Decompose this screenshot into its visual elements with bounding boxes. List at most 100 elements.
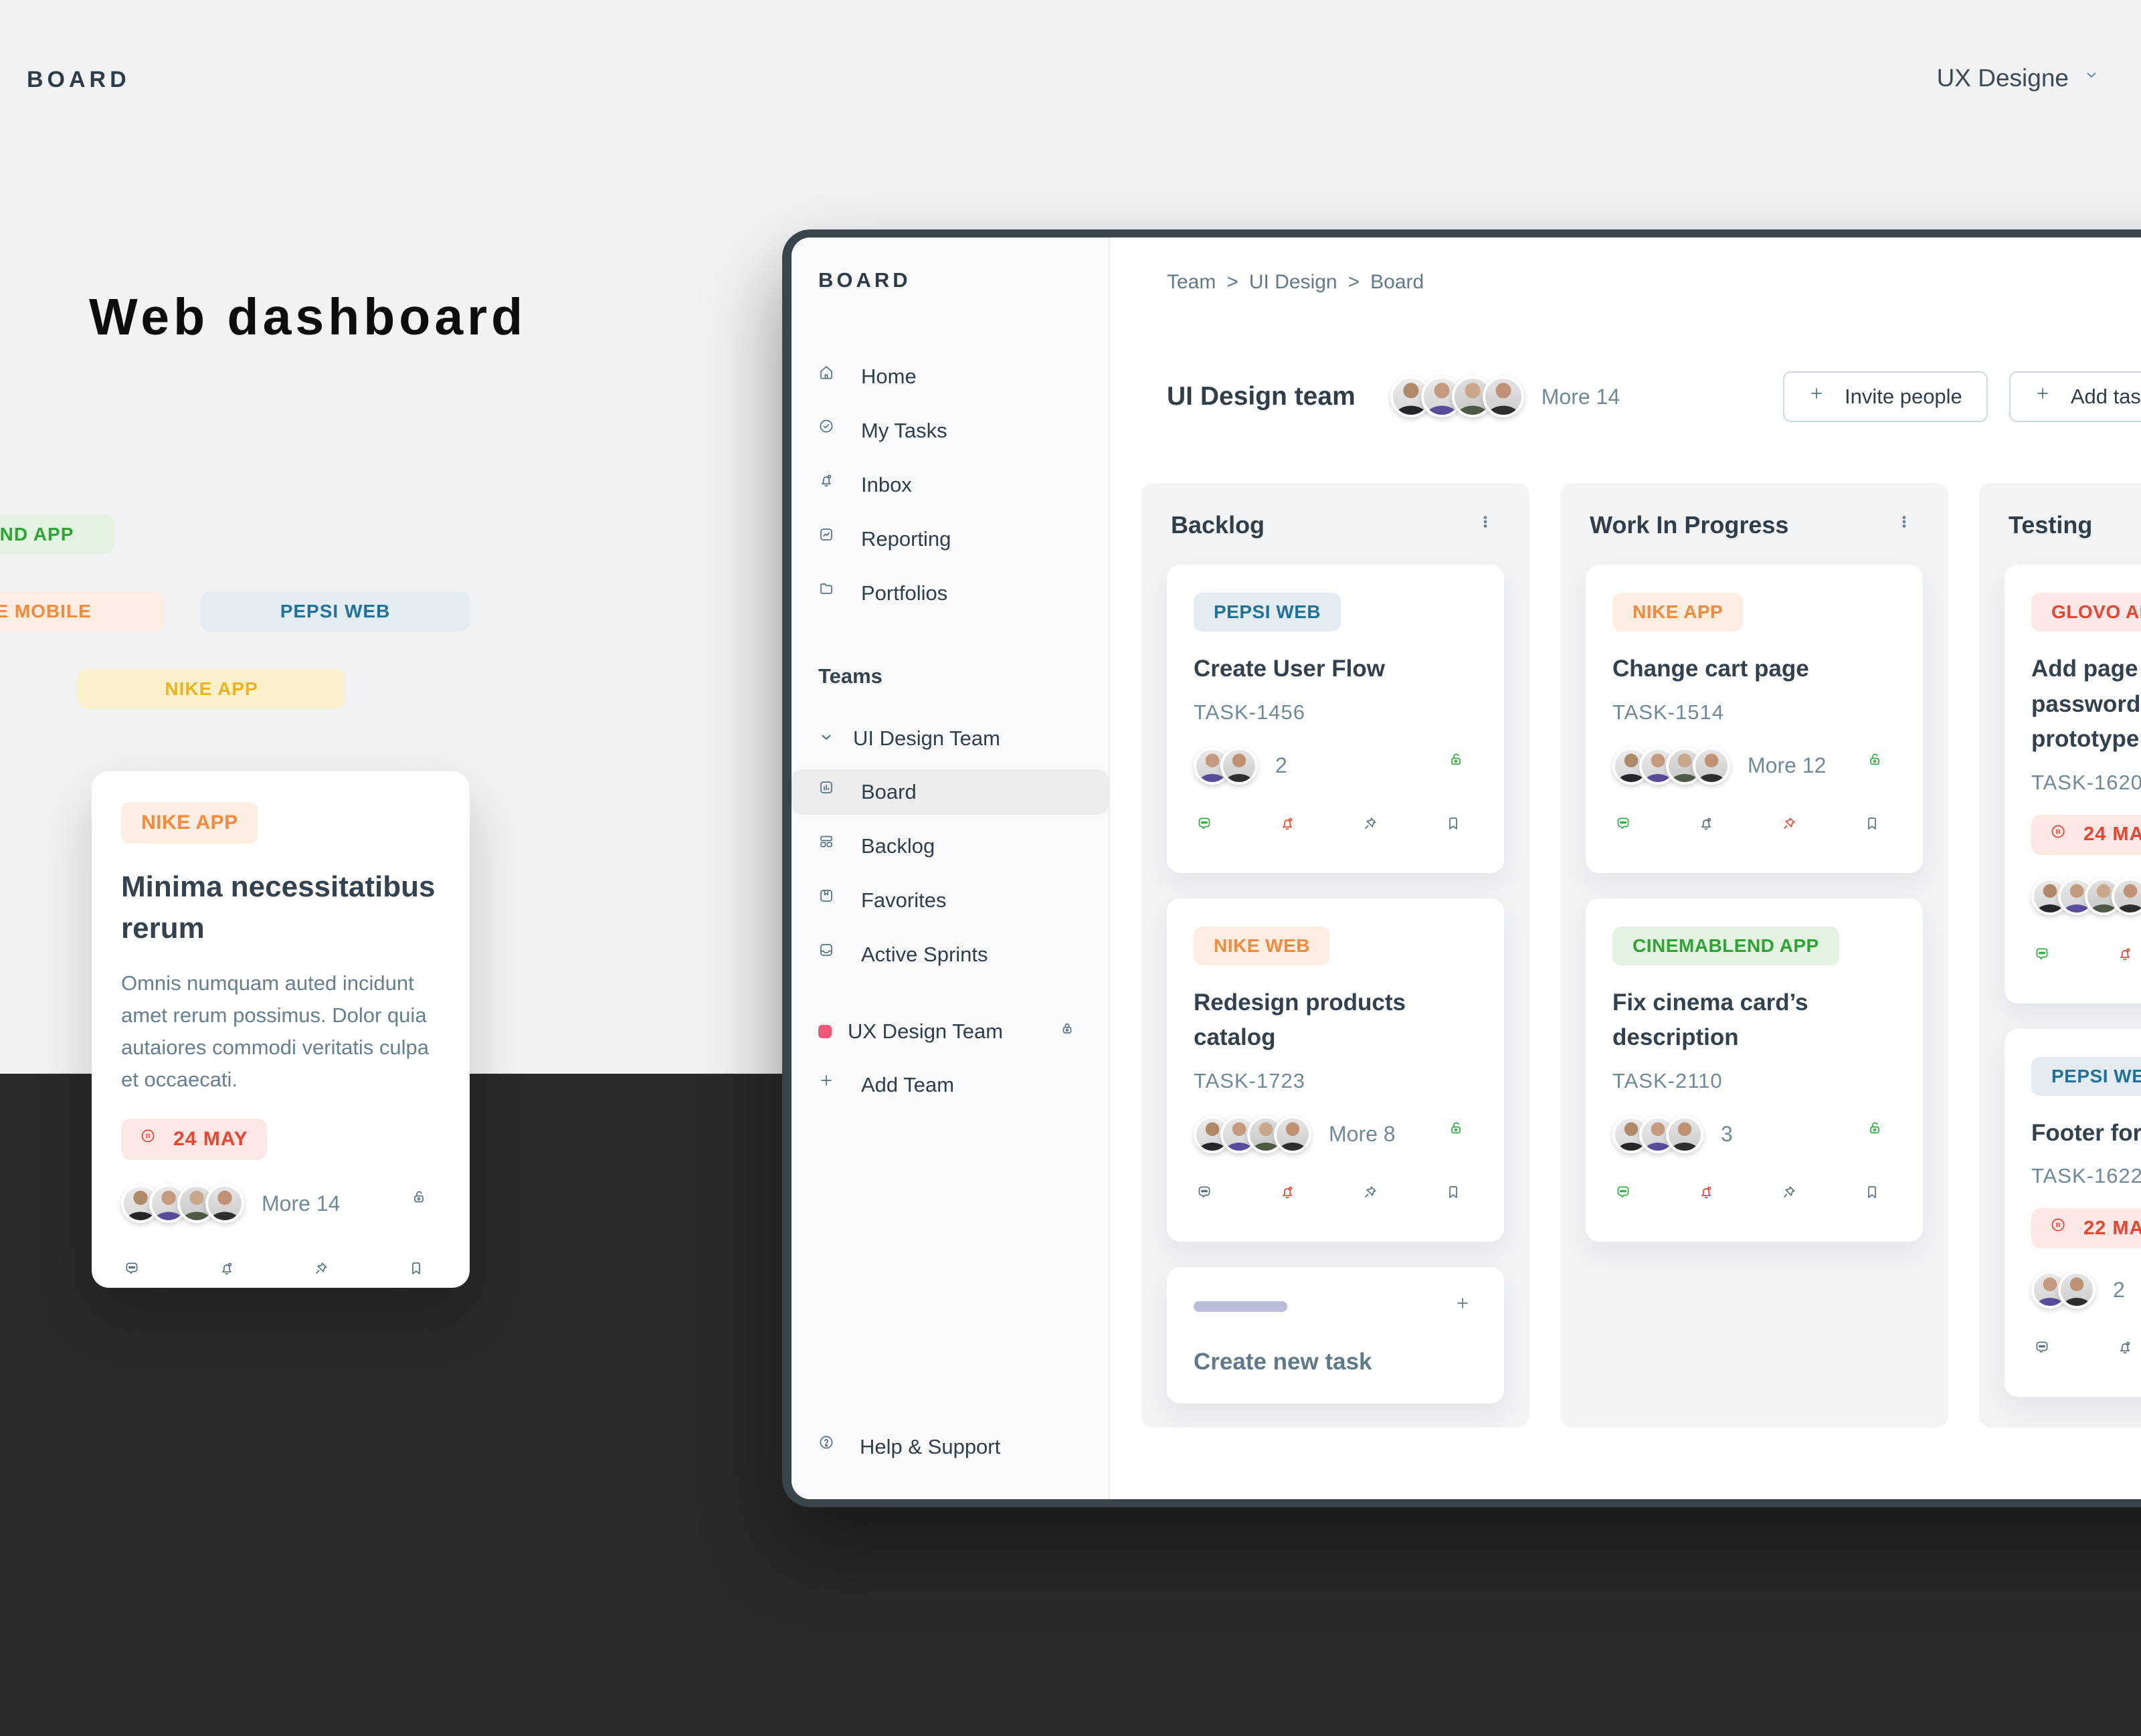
sidebar-item-backlog[interactable]: Backlog	[792, 824, 1109, 869]
chevron-down-icon	[2087, 72, 2096, 78]
sidebar-add-team-button[interactable]: Add Team	[792, 1062, 1109, 1108]
favorites-icon	[820, 890, 832, 902]
team-avatar-group	[1390, 376, 1524, 417]
bell-icon[interactable]	[1698, 1184, 1728, 1214]
bookmark-icon[interactable]	[1864, 815, 1893, 845]
sidebar-item-favorites[interactable]: Favorites	[792, 878, 1109, 923]
comment-icon[interactable]	[1196, 1184, 1226, 1214]
comment-icon[interactable]	[1196, 815, 1226, 845]
due-badge: 22 MAY	[2031, 1208, 2141, 1248]
comment-icon[interactable]	[2034, 1339, 2063, 1369]
sidebar-item-reporting[interactable]: Reporting	[792, 516, 1109, 562]
comment-icon[interactable]	[124, 1260, 153, 1290]
pin-icon[interactable]	[1362, 815, 1392, 845]
sidebar-item-active-sprints[interactable]: Active Sprints	[792, 932, 1109, 977]
pin-icon[interactable]	[1781, 1184, 1810, 1214]
sidebar-brand-logo: BOARD	[818, 268, 911, 292]
task-card[interactable]: CINEMABLEND APP Fix cinema card’s descri…	[1586, 898, 1923, 1242]
sidebar-item-board[interactable]: Board	[792, 769, 1109, 815]
task-card[interactable]: NIKE WEB Redesign products catalog TASK-…	[1167, 898, 1504, 1242]
project-tag: PEPSI WEB	[2031, 1056, 2141, 1096]
task-title: Add page password prototype	[2031, 656, 2141, 752]
team-name: UI Design Team	[853, 727, 1000, 750]
bookmark-icon[interactable]	[1445, 815, 1475, 845]
task-id: TASK-1723	[1194, 1068, 1305, 1092]
sidebar-item-label: Help & Support	[860, 1435, 1001, 1458]
task-card[interactable]: PEPSI WEB Footer for TASK-1622 22 MAY	[2005, 1028, 2141, 1397]
plus-icon	[2037, 388, 2048, 399]
sidebar-item-home[interactable]: Home	[792, 354, 1109, 399]
bell-icon[interactable]	[219, 1260, 248, 1290]
breadcrumb-board[interactable]: Board	[1370, 271, 1424, 293]
create-new-task-label: Create new task	[1194, 1348, 1372, 1375]
unlock-icon[interactable]	[1448, 1120, 1477, 1149]
due-date: 24 MAY	[173, 1128, 248, 1151]
bell-icon[interactable]	[1698, 815, 1728, 845]
kebab-menu-icon[interactable]	[1896, 514, 1919, 537]
account-menu[interactable]: UX Designe	[1937, 64, 2106, 92]
sidebar-item-label: Favorites	[861, 888, 947, 912]
unlock-icon[interactable]	[1448, 751, 1477, 781]
add-task-button[interactable]: Add task	[2009, 371, 2141, 422]
bookmark-icon[interactable]	[1445, 1184, 1475, 1214]
sidebar-item-label: Home	[861, 365, 917, 388]
task-title: Create User Flow	[1194, 656, 1385, 682]
unlock-icon[interactable]	[411, 1189, 440, 1218]
plus-icon[interactable]	[1455, 1295, 1477, 1318]
due-badge: 24 MAY	[121, 1119, 267, 1161]
bookmark-icon[interactable]	[1864, 1184, 1893, 1214]
task-title: Minima necessitatibus rerum	[121, 870, 436, 945]
hero-task-card[interactable]: NIKE APP Minima necessitatibus rerum Omn…	[92, 771, 470, 1288]
lock-icon	[1062, 1023, 1072, 1034]
bookmark-icon[interactable]	[408, 1260, 438, 1290]
bell-icon[interactable]	[1279, 815, 1309, 845]
account-label: UX Designe	[1936, 64, 2069, 92]
column-title: Testing	[2009, 511, 2093, 539]
unlock-icon[interactable]	[1867, 751, 1896, 781]
sidebar-item-label: Portfolios	[861, 581, 948, 605]
assignee-count: 2	[2113, 1277, 2125, 1302]
due-date: 24 MAY	[2083, 824, 2141, 845]
app-window: BOARD Home My Tasks Inbox	[792, 237, 2141, 1499]
breadcrumb-separator: >	[1347, 271, 1360, 293]
create-new-task-card[interactable]: Create new task	[1167, 1266, 1504, 1404]
bell-icon[interactable]	[2117, 946, 2141, 975]
project-tag: PEPSI WEB	[1194, 593, 1341, 632]
invite-people-button[interactable]: Invite people	[1783, 371, 1988, 422]
sidebar-team-ux-design[interactable]: UX Design Team	[792, 1009, 1109, 1054]
task-title: Change cart page	[1612, 656, 1809, 682]
sidebar-item-inbox[interactable]: Inbox	[792, 462, 1109, 508]
pin-icon[interactable]	[313, 1260, 343, 1290]
pause-icon	[2051, 825, 2065, 838]
backlog-icon	[820, 836, 832, 848]
breadcrumb: Team > UI Design > Board	[1167, 271, 1424, 294]
floating-tag-green: ND APP	[0, 514, 114, 554]
kebab-menu-icon[interactable]	[1477, 514, 1500, 537]
sidebar: BOARD Home My Tasks Inbox	[792, 237, 1110, 1499]
task-card[interactable]: GLOVO AP Add page password prototype TAS…	[2005, 565, 2141, 1003]
sidebar-item-label: My Tasks	[861, 419, 947, 442]
page-title: Web dashboard	[89, 288, 527, 346]
comment-icon[interactable]	[2034, 946, 2063, 975]
bell-icon[interactable]	[2117, 1339, 2141, 1369]
button-label: Add task	[2070, 385, 2141, 408]
breadcrumb-team[interactable]: Team	[1167, 271, 1216, 293]
sidebar-team-ui-design[interactable]: UI Design Team	[792, 716, 1109, 761]
more-members: More 8	[1329, 1122, 1396, 1146]
bell-icon[interactable]	[1279, 1184, 1309, 1214]
task-description: Omnis numquam auted incidunt amet rerum …	[121, 971, 430, 1092]
breadcrumb-ui-design[interactable]: UI Design	[1248, 271, 1337, 293]
unlock-icon[interactable]	[1867, 1120, 1896, 1149]
pin-icon[interactable]	[1781, 815, 1810, 845]
task-card[interactable]: NIKE APP Change cart page TASK-1514	[1586, 565, 1923, 873]
sidebar-help-support[interactable]: Help & Support	[792, 1424, 1109, 1470]
task-card[interactable]: PEPSI WEB Create User Flow TASK-1456 2	[1167, 565, 1504, 873]
sidebar-item-portfolios[interactable]: Portfolios	[792, 571, 1109, 616]
sidebar-item-my-tasks[interactable]: My Tasks	[792, 408, 1109, 454]
comment-icon[interactable]	[1615, 815, 1645, 845]
avatar	[1220, 747, 1258, 785]
more-members[interactable]: More 14	[1541, 384, 1620, 409]
comment-icon[interactable]	[1615, 1184, 1645, 1214]
pause-icon	[2051, 1218, 2065, 1232]
pin-icon[interactable]	[1362, 1184, 1392, 1214]
